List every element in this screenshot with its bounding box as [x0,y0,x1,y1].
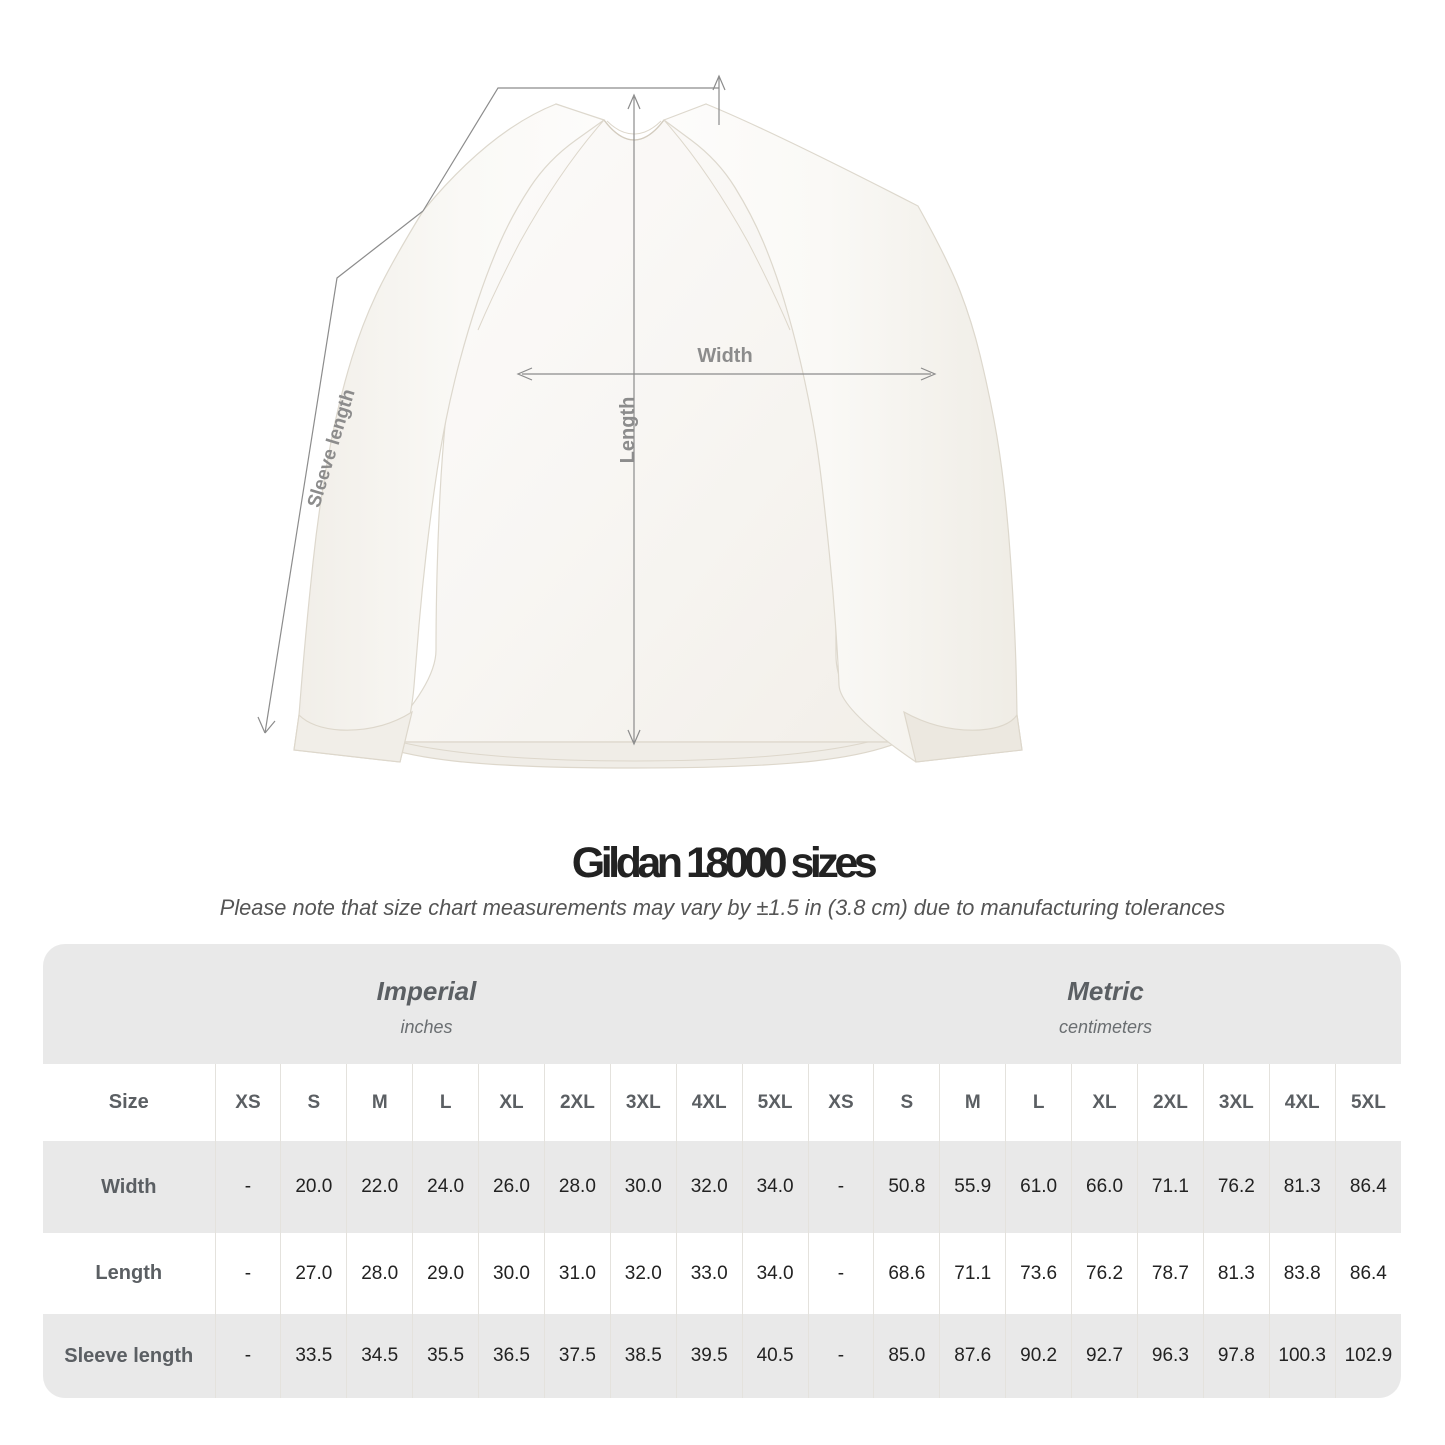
svg-text:Width: Width [697,345,752,367]
svg-text:Length: Length [617,397,639,464]
